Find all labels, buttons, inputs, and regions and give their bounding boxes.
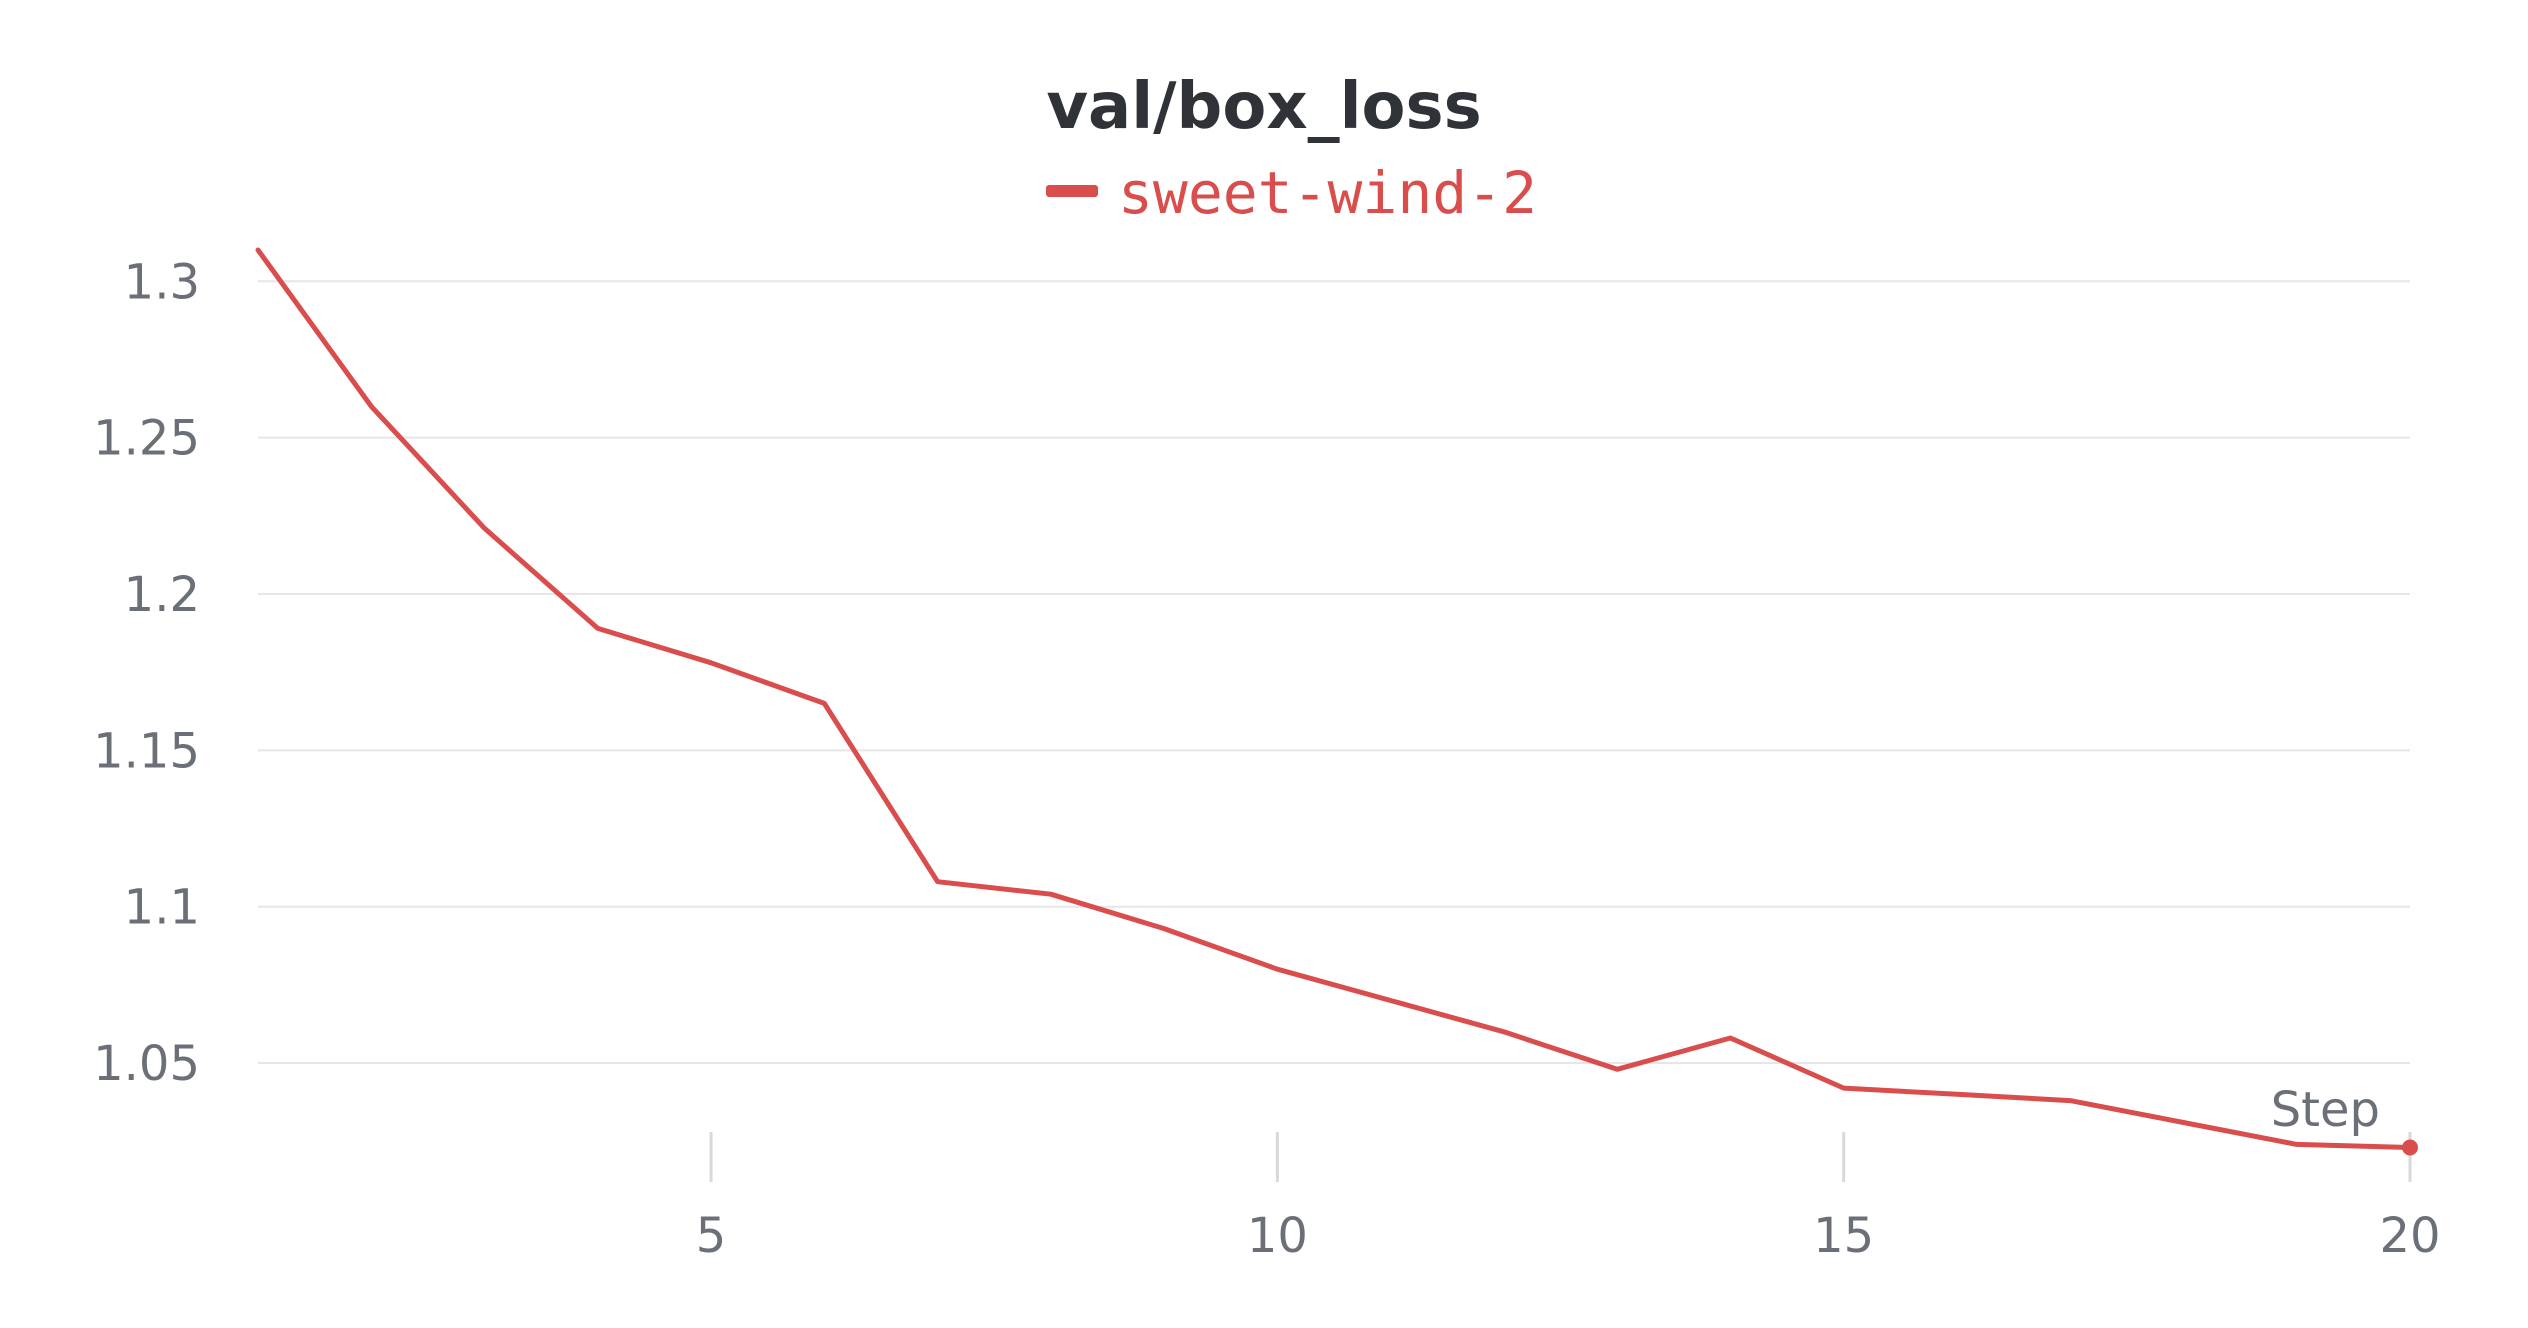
y-tick-label: 1.25 (93, 411, 200, 467)
y-tick-label: 1.1 (124, 880, 200, 936)
last-point-marker (2402, 1139, 2418, 1156)
chart-title: val/box_loss (1046, 70, 1481, 144)
series-layer (255, 247, 2418, 1156)
x-tick-label: 5 (696, 1208, 727, 1264)
y-axis: 1.05 1.1 1.15 1.2 1.25 1.3 (93, 254, 200, 1092)
x-axis-title: Step (2271, 1082, 2380, 1138)
legend-label: sweet-wind-2 (1118, 159, 1537, 227)
series-line (255, 247, 2413, 1150)
y-tick-label: 1.3 (124, 254, 200, 310)
legend: sweet-wind-2 (1046, 159, 1537, 227)
legend-swatch (1046, 185, 1098, 197)
x-tick-label: 20 (2379, 1208, 2440, 1264)
grid (258, 280, 2410, 1065)
y-tick-label: 1.2 (124, 567, 200, 623)
y-tick-label: 1.05 (93, 1036, 200, 1092)
x-axis: 5 10 15 20 (696, 1132, 2441, 1264)
x-tick-label: 10 (1247, 1208, 1308, 1264)
y-tick-label: 1.15 (93, 723, 200, 779)
x-tick-label: 15 (1813, 1208, 1874, 1264)
